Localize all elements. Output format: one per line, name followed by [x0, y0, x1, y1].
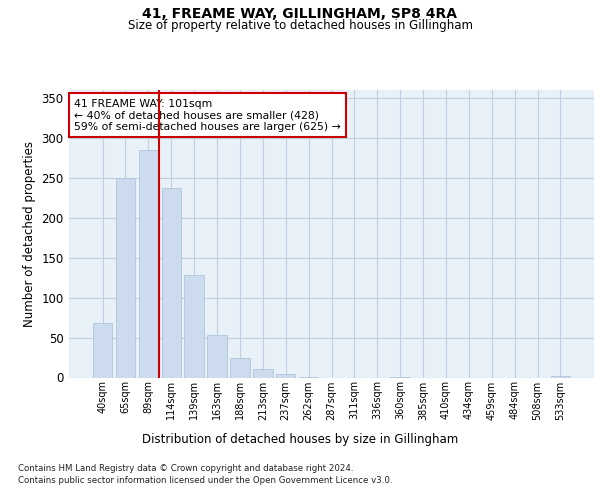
Bar	[551, 376, 570, 378]
Text: Contains HM Land Registry data © Crown copyright and database right 2024.: Contains HM Land Registry data © Crown c…	[18, 464, 353, 473]
Text: Size of property relative to detached houses in Gillingham: Size of property relative to detached ho…	[128, 18, 473, 32]
Bar	[184, 276, 204, 378]
Bar	[116, 178, 135, 378]
Text: Distribution of detached houses by size in Gillingham: Distribution of detached houses by size …	[142, 432, 458, 446]
Bar	[276, 374, 295, 378]
Y-axis label: Number of detached properties: Number of detached properties	[23, 141, 35, 327]
Bar	[139, 150, 158, 378]
Bar	[161, 188, 181, 378]
Bar	[208, 335, 227, 378]
Text: Contains public sector information licensed under the Open Government Licence v3: Contains public sector information licen…	[18, 476, 392, 485]
Bar	[391, 376, 410, 378]
Text: 41 FREAME WAY: 101sqm
← 40% of detached houses are smaller (428)
59% of semi-det: 41 FREAME WAY: 101sqm ← 40% of detached …	[74, 98, 341, 132]
Bar	[299, 376, 319, 378]
Bar	[230, 358, 250, 378]
Bar	[93, 323, 112, 378]
Text: 41, FREAME WAY, GILLINGHAM, SP8 4RA: 41, FREAME WAY, GILLINGHAM, SP8 4RA	[143, 8, 458, 22]
Bar	[253, 368, 272, 378]
